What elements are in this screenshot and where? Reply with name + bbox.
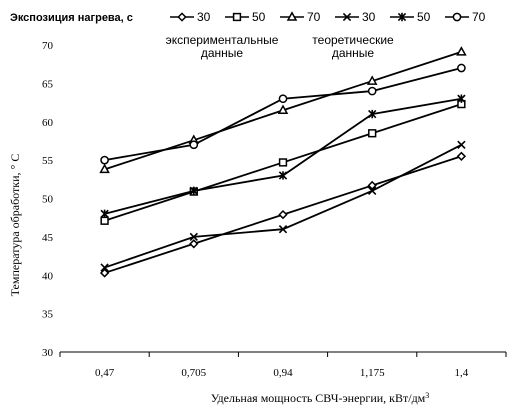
y-tick-label: 65	[42, 78, 54, 90]
data-point	[189, 186, 198, 196]
data-point	[100, 216, 109, 225]
legend-marker	[286, 11, 298, 21]
legend-title: Экспозиция нагрева, с	[10, 12, 133, 24]
legend-item-theoretical-50: 50	[390, 10, 431, 24]
series-line	[104, 97, 462, 215]
series-theoretical-50	[100, 94, 466, 219]
data-point	[100, 263, 109, 272]
legend-marker	[342, 12, 352, 22]
legend-item-experimental-70: 70	[280, 10, 321, 24]
plot-area	[99, 46, 467, 278]
data-point	[367, 180, 377, 191]
data-point	[278, 209, 288, 220]
legend-marker	[397, 12, 407, 22]
legend-item-theoretical-70: 70	[445, 10, 486, 24]
data-point	[457, 63, 466, 73]
series-experimental-70	[99, 46, 467, 174]
group-label-experimental: экспериментальные данные	[166, 33, 279, 60]
x-axis-label: Удельная мощность СВЧ-энергии, кВт/дм3	[211, 391, 430, 406]
data-point	[456, 46, 467, 56]
data-point	[457, 94, 466, 103]
data-point	[456, 151, 467, 161]
data-point	[457, 140, 466, 149]
data-point	[278, 171, 288, 180]
y-tick-label: 70	[42, 40, 54, 52]
series-theoretical-30	[100, 140, 466, 272]
x-axis-label-text: Удельная мощность СВЧ-энергии, кВт/дм	[211, 391, 426, 405]
legend-label: 30	[362, 10, 376, 24]
legend-item-experimental-30: 30	[170, 10, 211, 24]
data-point	[100, 209, 109, 219]
data-point	[368, 109, 377, 119]
legend: Экспозиция нагрева, с 30 50 70 30 50 70	[10, 10, 486, 24]
data-point	[189, 239, 199, 249]
legend-label: 50	[252, 10, 266, 24]
data-point	[189, 140, 199, 150]
data-point	[278, 225, 288, 234]
x-tick-label: 0,705	[181, 367, 206, 379]
data-point	[366, 75, 378, 85]
y-tick-label: 35	[42, 309, 54, 321]
legend-label: 70	[472, 10, 486, 24]
x-tick-label: 0,47	[95, 367, 115, 379]
legend-label: 50	[417, 10, 431, 24]
data-point	[278, 158, 288, 167]
x-tick-label: 1,175	[360, 367, 385, 379]
x-tick-label: 0,94	[273, 367, 293, 379]
legend-label: 30	[197, 10, 211, 24]
data-point	[367, 86, 377, 96]
y-tick-label: 45	[42, 232, 54, 244]
y-tick-label: 55	[42, 155, 54, 167]
data-point	[368, 186, 377, 195]
legend-label: 70	[307, 10, 321, 24]
group-labels: экспериментальные данные теоретические данн…	[166, 33, 394, 60]
y-axis-label: Температура обработки, ° С	[8, 154, 22, 297]
legend-item-theoretical-30: 30	[335, 10, 376, 24]
data-point	[189, 232, 198, 242]
group-label-theoretical: теоретические данные	[312, 33, 394, 60]
y-tick-label: 50	[42, 194, 54, 206]
series-theoretical-70	[100, 63, 466, 165]
y-tick-label: 30	[42, 347, 54, 359]
legend-item-experimental-50: 50	[225, 10, 266, 24]
data-point	[99, 163, 110, 174]
data-point	[368, 129, 377, 138]
data-point	[100, 155, 109, 165]
series-experimental-50	[100, 99, 466, 225]
x-tick-label: 1,4	[455, 367, 469, 379]
y-tick-label: 40	[42, 270, 54, 282]
series-line	[104, 67, 462, 162]
legend-marker	[232, 12, 242, 22]
data-point	[99, 268, 110, 278]
y-tick-label: 60	[42, 117, 54, 129]
legend-marker	[177, 12, 187, 22]
data-point	[278, 94, 288, 104]
axes: 30 35 40 45 50 55 60 65 70 0,47 0,705 0,94 1,175 1,4	[42, 40, 507, 379]
legend-marker	[452, 12, 462, 22]
x-axis-label-superscript: 3	[425, 391, 429, 400]
data-point	[277, 104, 289, 114]
